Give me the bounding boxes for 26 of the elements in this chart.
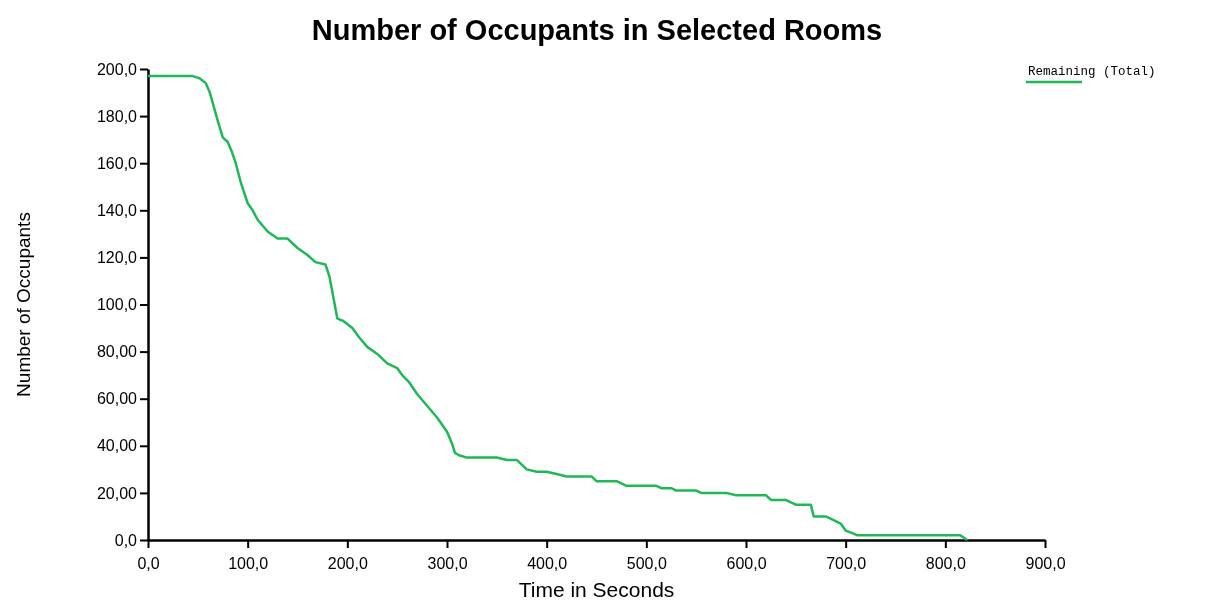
chart-title: Number of Occupants in Selected Rooms (311, 14, 883, 46)
y-tick-label: 0,0 (114, 531, 138, 549)
y-tick-label: 120,0 (96, 249, 138, 267)
x-tick-label: 600,0 (726, 554, 767, 572)
x-tick-label: 700,0 (826, 554, 867, 572)
text: Remaining (Total) (1028, 65, 1156, 79)
x-tick-label: 100,0 (228, 554, 269, 572)
line-series (146, 74, 969, 542)
x-tick-label: 400,0 (527, 554, 568, 572)
y-tick-label: 180,0 (96, 107, 138, 125)
y-tick-label: 40,00 (96, 437, 138, 455)
x-tick-label: 500,0 (626, 554, 667, 572)
y-tick-label: 200,0 (96, 60, 138, 78)
y-tick-label: 160,0 (96, 154, 138, 172)
y-tick-label: 140,0 (96, 201, 138, 219)
x-tick-label: 900,0 (1025, 554, 1066, 572)
y-axis-title: Number of Occupants (13, 212, 34, 397)
y-tick-label: 100,0 (96, 296, 138, 314)
x-tick-label: 200,0 (327, 554, 368, 572)
y-tick-label: 60,00 (96, 390, 138, 408)
x-tick-label: 300,0 (427, 554, 468, 572)
y-tick-label: 20,00 (96, 484, 138, 502)
x-tick-label: 800,0 (925, 554, 966, 572)
y-tick-label: 80,00 (96, 343, 138, 361)
x-tick-label: 0,0 (137, 554, 160, 572)
x-axis-title: Time in Seconds (518, 578, 675, 601)
